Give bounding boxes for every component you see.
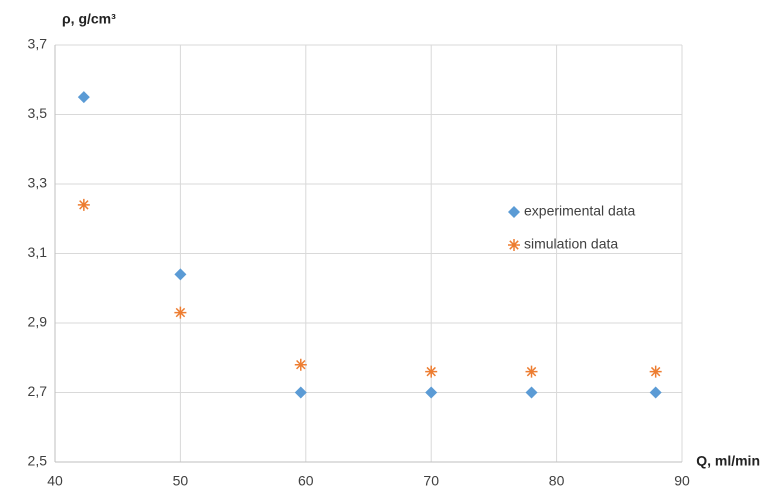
x-tick-label: 70	[423, 473, 439, 489]
legend-marker	[508, 206, 520, 218]
x-tick-label: 90	[674, 473, 690, 489]
point	[77, 91, 90, 104]
x-tick-label: 80	[549, 473, 565, 489]
point	[525, 386, 538, 399]
y-tick-label: 3,7	[28, 36, 48, 52]
y-tick-label: 3,1	[28, 244, 48, 260]
y-axis-title: ρ, g/cm³	[62, 11, 116, 27]
point	[174, 306, 187, 319]
y-tick-label: 3,5	[28, 105, 48, 121]
point	[174, 268, 187, 281]
legend-label: simulation data	[524, 236, 618, 252]
x-tick-label: 60	[298, 473, 314, 489]
x-tick-label: 40	[47, 473, 63, 489]
legend-label: experimental data	[524, 203, 636, 219]
x-axis-title: Q, ml/min	[696, 453, 760, 469]
y-tick-label: 2,5	[28, 453, 48, 469]
y-tick-label: 3,3	[28, 175, 48, 191]
point	[649, 365, 662, 378]
point	[294, 386, 307, 399]
x-tick-label: 50	[173, 473, 189, 489]
y-tick-label: 2,9	[28, 314, 48, 330]
point	[294, 358, 307, 371]
point	[649, 386, 662, 399]
point	[425, 365, 438, 378]
point	[425, 386, 438, 399]
legend-marker	[508, 239, 520, 251]
y-tick-label: 2,7	[28, 383, 48, 399]
point	[525, 365, 538, 378]
point	[77, 198, 90, 211]
